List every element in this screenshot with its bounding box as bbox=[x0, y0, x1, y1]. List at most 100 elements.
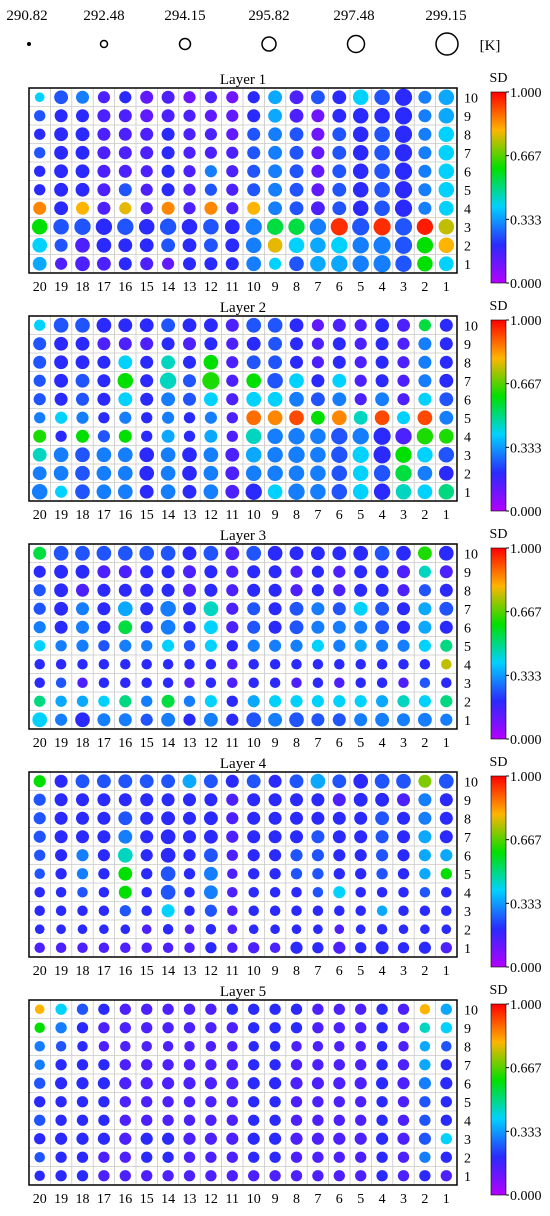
data-bubble bbox=[183, 1022, 196, 1034]
data-bubble bbox=[98, 1003, 110, 1015]
x-tick-label: 13 bbox=[183, 508, 197, 523]
data-bubble bbox=[269, 905, 281, 916]
data-bubble bbox=[375, 374, 389, 388]
data-bubble bbox=[398, 677, 409, 688]
x-tick-label: 5 bbox=[357, 508, 364, 523]
data-bubble bbox=[397, 1096, 410, 1108]
data-bubble bbox=[119, 1059, 131, 1071]
data-bubble bbox=[440, 695, 453, 708]
x-tick-label: 3 bbox=[400, 964, 407, 979]
y-tick-label: 3 bbox=[464, 905, 471, 920]
data-bubble bbox=[438, 126, 455, 143]
data-bubble bbox=[394, 236, 413, 254]
data-bubble bbox=[97, 583, 111, 597]
x-tick-label: 10 bbox=[247, 964, 261, 979]
x-tick-label: 14 bbox=[161, 964, 175, 979]
data-bubble bbox=[376, 887, 388, 898]
data-bubble bbox=[77, 942, 88, 953]
data-bubble bbox=[54, 392, 68, 406]
data-bubble bbox=[183, 713, 196, 726]
colorbar-tick-label: 0.000 bbox=[510, 733, 542, 748]
colorbar-title: SD bbox=[490, 527, 508, 542]
x-tick-label: 16 bbox=[118, 964, 132, 979]
colorbar-tick-label: 0.333 bbox=[510, 669, 542, 684]
data-bubble bbox=[34, 1133, 46, 1145]
data-bubble bbox=[33, 621, 46, 634]
data-bubble bbox=[248, 924, 259, 935]
data-bubble bbox=[418, 941, 431, 954]
data-bubble bbox=[247, 830, 261, 844]
data-bubble bbox=[225, 466, 240, 481]
x-tick-label: 19 bbox=[54, 964, 68, 979]
data-bubble bbox=[77, 677, 88, 688]
data-bubble bbox=[332, 830, 346, 844]
y-tick-label: 1 bbox=[464, 942, 471, 957]
data-bubble bbox=[119, 1077, 132, 1090]
data-bubble bbox=[334, 924, 345, 935]
data-bubble bbox=[394, 125, 413, 143]
data-bubble bbox=[332, 602, 346, 616]
data-bubble bbox=[269, 639, 282, 652]
layer-panel: Layer 320 19 18 17 16 15 14 13 12 11 10 9 8 7 6 5 4 3 2 110… bbox=[28, 527, 542, 751]
data-bubble bbox=[417, 712, 432, 727]
y-tick-label: 10 bbox=[464, 1003, 478, 1018]
data-bubble bbox=[97, 1132, 110, 1145]
data-bubble bbox=[376, 868, 388, 880]
data-bubble bbox=[98, 1059, 110, 1071]
y-tick-label: 1 bbox=[464, 258, 471, 273]
data-bubble bbox=[54, 373, 69, 388]
data-bubble bbox=[140, 713, 153, 726]
data-bubble bbox=[204, 257, 218, 271]
colorbar-tick-label: 0.000 bbox=[510, 1189, 542, 1204]
y-tick-label: 10 bbox=[464, 319, 478, 334]
data-bubble bbox=[376, 905, 388, 916]
data-bubble bbox=[160, 600, 176, 617]
data-bubble bbox=[440, 868, 452, 880]
data-bubble bbox=[354, 1077, 367, 1090]
data-bubble bbox=[441, 905, 452, 916]
x-tick-label: 11 bbox=[226, 280, 239, 295]
data-bubble bbox=[396, 565, 411, 579]
data-bubble bbox=[268, 830, 282, 844]
data-bubble bbox=[162, 411, 175, 424]
data-bubble bbox=[119, 1003, 131, 1015]
x-tick-label: 18 bbox=[76, 1192, 90, 1207]
data-bubble bbox=[416, 218, 434, 235]
data-bubble bbox=[245, 428, 262, 445]
data-bubble bbox=[375, 565, 389, 579]
data-bubble bbox=[75, 602, 90, 616]
data-bubble bbox=[247, 91, 260, 104]
data-bubble bbox=[269, 1003, 281, 1015]
colorbar-tick-label: 0.000 bbox=[510, 961, 542, 976]
panel-frame bbox=[28, 771, 458, 958]
data-bubble bbox=[98, 1114, 110, 1126]
y-tick-label: 3 bbox=[464, 449, 471, 464]
data-bubble bbox=[140, 337, 154, 351]
data-bubble bbox=[291, 1041, 302, 1052]
x-tick-label: 9 bbox=[272, 964, 279, 979]
data-bubble bbox=[248, 659, 259, 670]
data-bubble bbox=[418, 90, 432, 104]
data-bubble bbox=[140, 127, 154, 141]
data-bubble bbox=[226, 621, 239, 634]
data-bubble bbox=[184, 887, 195, 898]
data-bubble bbox=[182, 546, 197, 561]
data-bubble bbox=[439, 830, 453, 844]
data-bubble bbox=[205, 942, 217, 954]
data-bubble bbox=[376, 1096, 388, 1108]
data-bubble bbox=[97, 1077, 110, 1090]
data-bubble bbox=[54, 830, 68, 844]
data-bubble bbox=[184, 924, 195, 935]
data-bubble bbox=[246, 317, 262, 333]
data-bubble bbox=[97, 164, 111, 178]
data-bubble bbox=[334, 677, 345, 688]
data-bubble bbox=[98, 942, 110, 953]
data-bubble bbox=[140, 602, 154, 616]
data-bubble bbox=[183, 1096, 196, 1108]
data-bubble bbox=[245, 446, 262, 463]
data-bubble bbox=[226, 146, 239, 159]
data-bubble bbox=[332, 127, 347, 142]
data-bubble bbox=[440, 1151, 452, 1163]
size-legend-marker bbox=[27, 42, 31, 46]
data-bubble bbox=[333, 1022, 345, 1034]
